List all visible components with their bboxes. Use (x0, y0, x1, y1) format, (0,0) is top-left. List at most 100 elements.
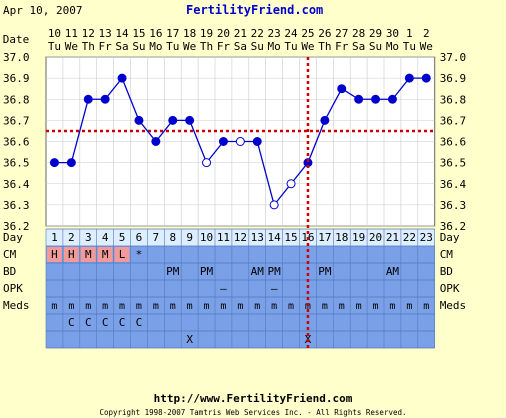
row-cell: m (119, 301, 125, 312)
row-cell: m (356, 301, 362, 312)
cm-cell (80, 247, 96, 262)
row-cell: m (187, 301, 193, 312)
cm-cell (47, 247, 62, 262)
temperature-point (421, 73, 431, 83)
footer-url[interactable]: http://www.FertilityFriend.com (154, 392, 353, 405)
y-tick-label-left: 36.9 (3, 72, 30, 85)
cm-cell (114, 247, 130, 262)
date-label: 25 (301, 27, 314, 40)
row-cell: 8 (169, 231, 176, 244)
y-tick-label-right: 36.5 (440, 157, 467, 170)
date-label: 21 (234, 27, 247, 40)
row-cell: AM (251, 265, 265, 278)
table-row (46, 280, 435, 297)
cm-cell (97, 247, 113, 262)
weekday-label: Su (369, 40, 382, 53)
row-cell: m (153, 301, 159, 312)
y-tick-label-left: 36.8 (3, 93, 30, 106)
row-cell: m (102, 301, 108, 312)
date-label: 28 (352, 27, 365, 40)
temperature-point (269, 200, 279, 210)
y-tick-label-left: 36.3 (3, 199, 30, 212)
row-cell: H (68, 248, 75, 261)
row-cell: * (136, 248, 143, 261)
date-label: 30 (386, 27, 399, 40)
date-label: 12 (82, 27, 95, 40)
temperature-point (168, 115, 178, 125)
row-label-right: Day (440, 231, 460, 244)
temperature-point (185, 115, 195, 125)
temperature-point (320, 115, 330, 125)
row-cell: m (423, 301, 429, 312)
table-row (46, 297, 435, 314)
temperature-point (202, 158, 212, 168)
row-cell: PM (200, 265, 214, 278)
y-tick-label-right: 36.6 (440, 136, 467, 149)
y-tick-label-right: 37.0 (440, 51, 467, 64)
weekday-label: We (65, 40, 78, 53)
site-title[interactable]: FertilityFriend.com (186, 3, 323, 17)
temperature-point (83, 94, 93, 104)
weekday-label: Fr (99, 40, 113, 53)
row-cell: 23 (420, 231, 433, 244)
row-cell: m (339, 301, 345, 312)
date-label: 27 (335, 27, 348, 40)
row-label-right: OPK (440, 282, 460, 295)
y-tick-label-left: 36.2 (3, 220, 30, 233)
row-cell: m (288, 301, 294, 312)
date-label: 2 (423, 27, 430, 40)
row-cell: m (305, 301, 311, 312)
date-label: 19 (200, 27, 213, 40)
temperature-point (286, 179, 296, 189)
y-tick-label-right: 36.3 (440, 199, 467, 212)
row-cell: 11 (217, 231, 230, 244)
table-row (46, 314, 435, 331)
row-cell: m (85, 301, 91, 312)
table-row (46, 331, 435, 348)
row-label-right: Meds (440, 299, 467, 312)
weekday-label: Su (132, 40, 145, 53)
temperature-point (252, 137, 262, 146)
weekday-label: Mo (268, 40, 281, 53)
temperature-point (134, 115, 144, 125)
row-cell: 18 (335, 231, 348, 244)
weekday-label: Tu (284, 40, 297, 53)
y-tick-label-right: 36.4 (440, 178, 467, 191)
weekday-label: Tu (166, 40, 179, 53)
row-cell: 6 (136, 231, 143, 244)
row-cell: 2 (68, 231, 75, 244)
row-cell: m (271, 301, 277, 312)
date-label: 23 (268, 27, 281, 40)
row-cell: m (373, 301, 379, 312)
date-label: 22 (251, 27, 264, 40)
row-cell: 9 (186, 231, 193, 244)
row-cell: m (322, 301, 328, 312)
date-label: 17 (166, 27, 179, 40)
date-label: 14 (115, 27, 129, 40)
row-label-left: Meds (3, 299, 30, 312)
row-label-left: CM (3, 248, 17, 261)
row-cell: – (271, 282, 278, 295)
row-cell: 14 (268, 231, 282, 244)
table-row (46, 263, 435, 280)
row-cell: 13 (251, 231, 264, 244)
weekday-label: We (301, 40, 314, 53)
date-label: 16 (149, 27, 162, 40)
temperature-point (404, 73, 414, 83)
date-label: 26 (318, 27, 331, 40)
chart-body: 10Tu11We12Th13Fr14Sa15Su16Mo17Tu18We19Th… (3, 27, 467, 349)
row-cell: C (68, 316, 75, 329)
row-cell: C (136, 316, 143, 329)
row-cell: AM (386, 265, 400, 278)
weekday-label: Mo (386, 40, 399, 53)
weekday-label: Sa (234, 40, 247, 53)
date-label: 10 (48, 27, 61, 40)
row-cell: 15 (284, 231, 297, 244)
row-cell: C (102, 316, 109, 329)
row-cell: 17 (318, 231, 331, 244)
weekday-label: Th (318, 40, 331, 53)
weekday-label: Fr (335, 40, 349, 53)
row-label-left: OPK (3, 282, 23, 295)
temperature-point (151, 137, 161, 146)
temperature-point (66, 158, 76, 168)
